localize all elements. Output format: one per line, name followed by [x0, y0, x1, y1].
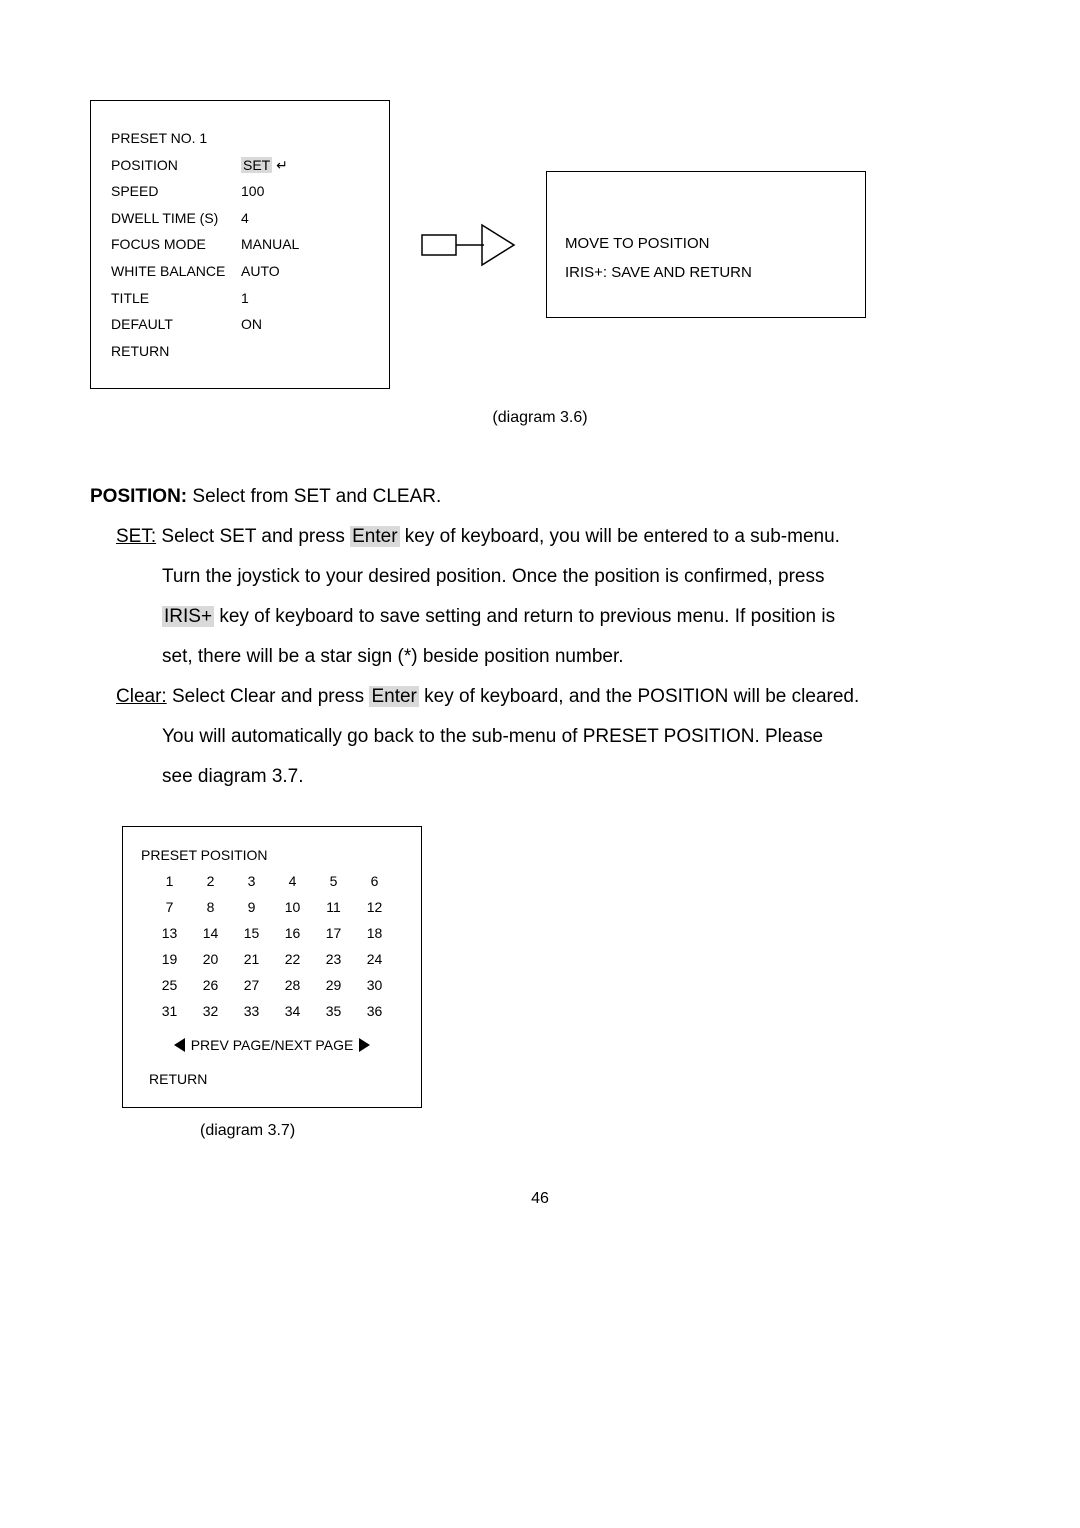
- menu-value: ON: [241, 311, 369, 338]
- preset-number-cell: 4: [272, 873, 313, 889]
- preset-number-cell: 17: [313, 925, 354, 941]
- preset-number-cell: 28: [272, 977, 313, 993]
- iris-key: IRIS+: [162, 606, 214, 627]
- caption-3-6: (diagram 3.6): [90, 409, 990, 427]
- menu-label: DWELL TIME (S): [111, 205, 241, 232]
- menu-row: RETURN: [111, 338, 369, 365]
- position-text: Select from SET and CLEAR.: [187, 486, 441, 507]
- clear-line2: You will automatically go back to the su…: [90, 717, 990, 757]
- menu-row: FOCUS MODEMANUAL: [111, 231, 369, 258]
- menu-value: SET ↵: [241, 152, 369, 179]
- preset-number-cell: 14: [190, 925, 231, 941]
- menu-row: SPEED100: [111, 178, 369, 205]
- preset-number-cell: 8: [190, 899, 231, 915]
- enter-key-1: Enter: [350, 526, 399, 547]
- menu-header-row: PRESET NO. 1: [111, 125, 369, 152]
- preset-number-cell: 21: [231, 951, 272, 967]
- preset-number-cell: 26: [190, 977, 231, 993]
- menu-label: FOCUS MODE: [111, 231, 241, 258]
- menu-value: MANUAL: [241, 231, 369, 258]
- menu-value: AUTO: [241, 258, 369, 285]
- preset-number-cell: 7: [149, 899, 190, 915]
- set-line2: Turn the joystick to your desired positi…: [90, 557, 990, 597]
- caption-3-7: (diagram 3.7): [200, 1122, 990, 1140]
- preset-number-cell: 34: [272, 1003, 313, 1019]
- triangle-right-icon: [359, 1038, 370, 1052]
- diagram-3-6-row: PRESET NO. 1 POSITIONSET ↵SPEED100DWELL …: [90, 100, 990, 389]
- menu-label: RETURN: [111, 338, 241, 365]
- preset-number-cell: 5: [313, 873, 354, 889]
- grid-title: PRESET POSITION: [141, 847, 403, 863]
- preset-number-cell: 12: [354, 899, 395, 915]
- preset-number-cell: 19: [149, 951, 190, 967]
- preset-number-cell: 13: [149, 925, 190, 941]
- menu-row: DWELL TIME (S)4: [111, 205, 369, 232]
- set-line1a: Select SET and press: [156, 526, 350, 547]
- preset-number-cell: 29: [313, 977, 354, 993]
- preset-number-cell: 15: [231, 925, 272, 941]
- preset-number-cell: 1: [149, 873, 190, 889]
- set-label: SET:: [116, 526, 156, 547]
- preset-number-cell: 23: [313, 951, 354, 967]
- clear-label: Clear:: [116, 686, 167, 707]
- preset-number-cell: 33: [231, 1003, 272, 1019]
- menu-label: WHITE BALANCE: [111, 258, 241, 285]
- menu-header: PRESET NO. 1: [111, 125, 207, 152]
- menu-row: WHITE BALANCEAUTO: [111, 258, 369, 285]
- menu-value: 100: [241, 178, 369, 205]
- preset-number-cell: 32: [190, 1003, 231, 1019]
- preset-number-cell: 30: [354, 977, 395, 993]
- set-line3b: key of keyboard to save setting and retu…: [214, 606, 835, 627]
- clear-line1b: key of keyboard, and the POSITION will b…: [419, 686, 859, 707]
- menu-value: 4: [241, 205, 369, 232]
- preset-number-cell: 36: [354, 1003, 395, 1019]
- enter-key-2: Enter: [369, 686, 418, 707]
- menu-value: 1: [241, 285, 369, 312]
- preset-number-cell: 11: [313, 899, 354, 915]
- clear-line3: see diagram 3.7.: [90, 757, 990, 797]
- preset-number-cell: 6: [354, 873, 395, 889]
- preset-number-cell: 25: [149, 977, 190, 993]
- menu-row: DEFAULTON: [111, 311, 369, 338]
- preset-number-cell: 18: [354, 925, 395, 941]
- menu-label: SPEED: [111, 178, 241, 205]
- callout-box: MOVE TO POSITION IRIS+: SAVE AND RETURN: [546, 171, 866, 318]
- triangle-left-icon: [174, 1038, 185, 1052]
- preset-number-cell: 20: [190, 951, 231, 967]
- menu-label: POSITION: [111, 152, 241, 179]
- document-page: PRESET NO. 1 POSITIONSET ↵SPEED100DWELL …: [0, 0, 1080, 1248]
- grid-return: RETURN: [141, 1071, 403, 1087]
- preset-number-cell: 3: [231, 873, 272, 889]
- menu-label: TITLE: [111, 285, 241, 312]
- preset-number-cell: 16: [272, 925, 313, 941]
- page-nav-row: PREV PAGE/NEXT PAGE: [141, 1037, 403, 1053]
- set-line1b: key of keyboard, you will be entered to …: [400, 526, 840, 547]
- preset-number-cell: 9: [231, 899, 272, 915]
- set-line4: set, there will be a star sign (*) besid…: [90, 637, 990, 677]
- callout-line1: MOVE TO POSITION: [565, 230, 847, 259]
- preset-number-grid: 1234567891011121314151617181920212223242…: [141, 873, 403, 1019]
- menu-label: DEFAULT: [111, 311, 241, 338]
- preset-menu-box: PRESET NO. 1 POSITIONSET ↵SPEED100DWELL …: [90, 100, 390, 389]
- preset-number-cell: 22: [272, 951, 313, 967]
- preset-number-cell: 35: [313, 1003, 354, 1019]
- position-heading: POSITION:: [90, 486, 187, 507]
- menu-row: TITLE1: [111, 285, 369, 312]
- nav-text: PREV PAGE/NEXT PAGE: [191, 1037, 354, 1053]
- body-text: POSITION: Select from SET and CLEAR. SET…: [90, 477, 990, 796]
- menu-value: [241, 338, 369, 365]
- preset-number-cell: 24: [354, 951, 395, 967]
- preset-number-cell: 2: [190, 873, 231, 889]
- preset-number-cell: 27: [231, 977, 272, 993]
- preset-number-cell: 10: [272, 899, 313, 915]
- clear-line1a: Select Clear and press: [167, 686, 370, 707]
- preset-position-grid-box: PRESET POSITION 123456789101112131415161…: [122, 826, 422, 1108]
- preset-number-cell: 31: [149, 1003, 190, 1019]
- page-number: 46: [90, 1190, 990, 1208]
- menu-row: POSITIONSET ↵: [111, 152, 369, 179]
- callout-line2: IRIS+: SAVE AND RETURN: [565, 259, 847, 288]
- arrow-icon: [408, 217, 528, 273]
